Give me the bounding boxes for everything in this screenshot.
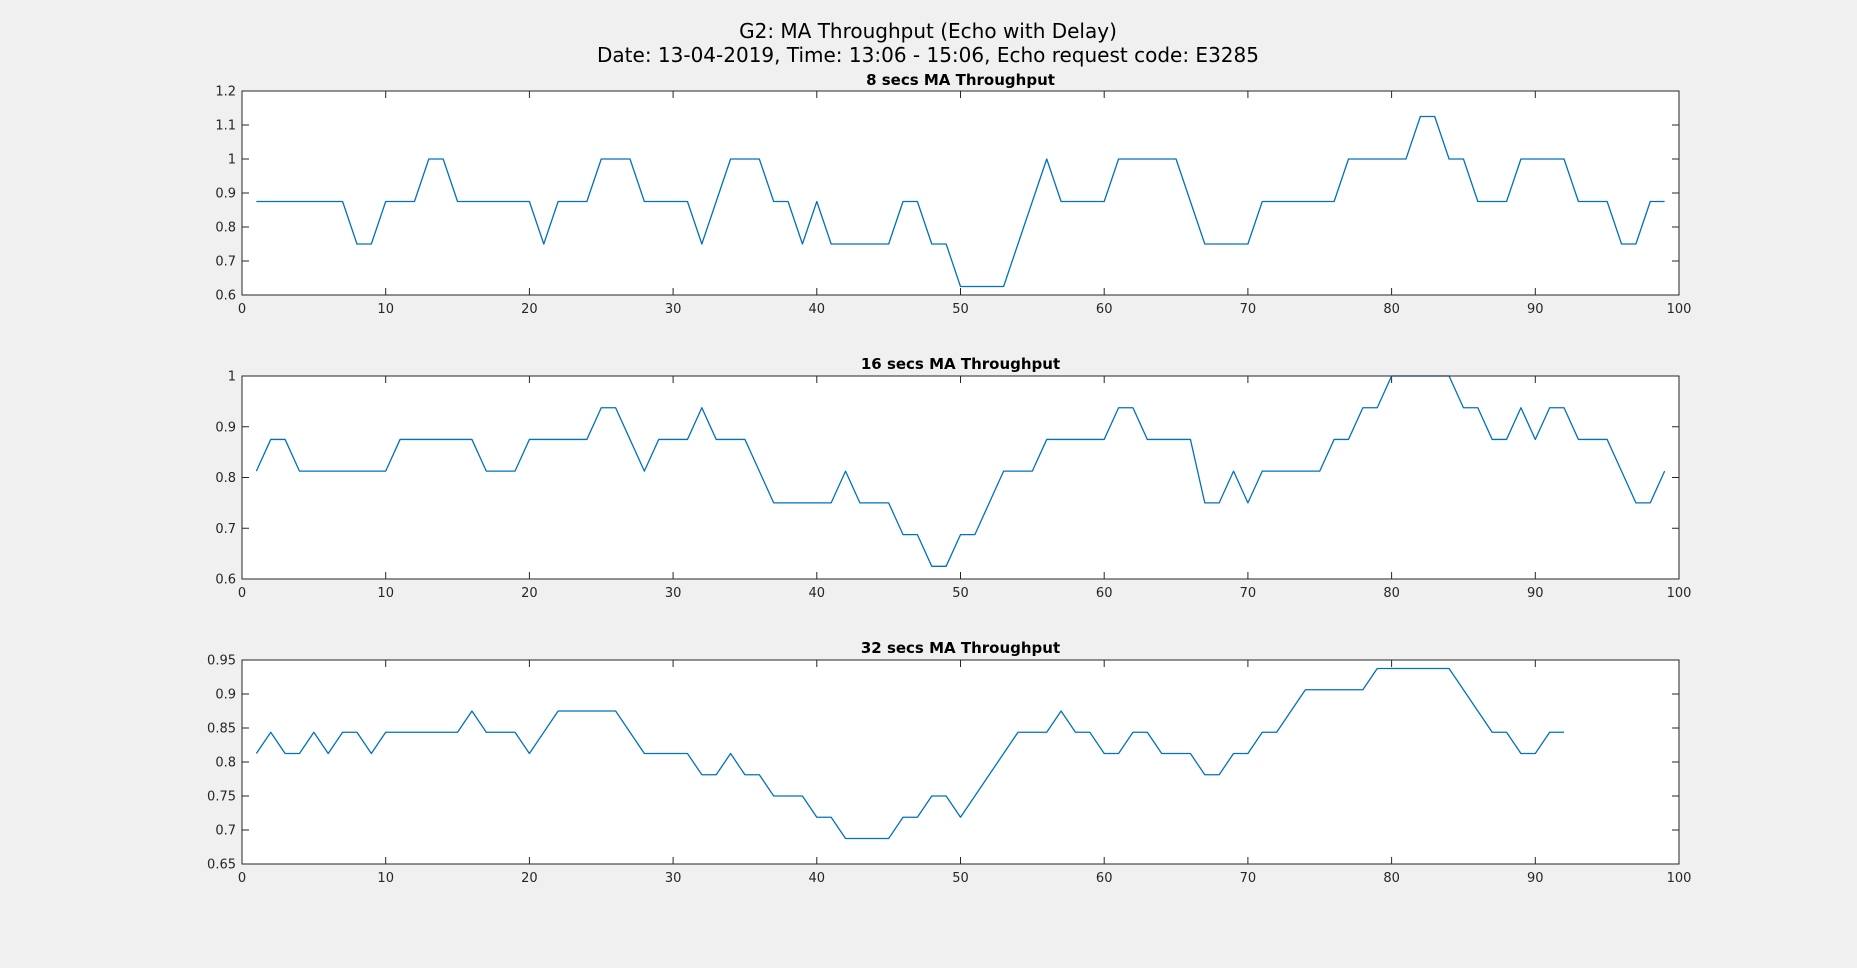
- x-tick-label: 0: [238, 302, 246, 317]
- y-tick-label: 1: [228, 370, 236, 385]
- x-tick-label: 0: [238, 871, 246, 886]
- subplot-32-secs: 0 10 20 30 40 50 60 70 80 90 100 0.65 0.7 0.75 0.8 0.85…: [207, 639, 1691, 886]
- axes-title-8-secs: 8 secs MA Throughput: [866, 71, 1055, 89]
- figure-title: G2: MA Throughput (Echo with Delay): [739, 19, 1117, 43]
- x-tick-label: 80: [1383, 302, 1400, 317]
- y-tick-label: 1.1: [215, 119, 236, 134]
- x-tick-label: 60: [1096, 302, 1113, 317]
- x-tick-label: 70: [1240, 586, 1257, 601]
- x-tick-label: 40: [809, 586, 826, 601]
- x-tick-label: 70: [1240, 302, 1257, 317]
- series-line-8-secs: [256, 115, 1665, 288]
- axes-box-8-secs: [242, 91, 1679, 295]
- y-tick-label: 0.9: [215, 187, 236, 202]
- y-tick-label: 0.75: [207, 790, 236, 805]
- axes-title-16-secs: 16 secs MA Throughput: [861, 355, 1060, 373]
- ticks-8-secs: 0 10 20 30 40 50 60 70 80 90 100 0.6 0.7 0.8 0.9 1 1.1 1.…: [215, 85, 1691, 318]
- x-tick-label: 60: [1096, 871, 1113, 886]
- x-tick-label: 60: [1096, 586, 1113, 601]
- x-tick-label: 100: [1667, 871, 1692, 886]
- x-tick-label: 10: [377, 871, 394, 886]
- y-tick-label: 0.85: [207, 722, 236, 737]
- x-tick-label: 40: [809, 871, 826, 886]
- x-tick-label: 90: [1527, 586, 1544, 601]
- x-tick-label: 70: [1240, 871, 1257, 886]
- subplot-8-secs: 0 10 20 30 40 50 60 70 80 90 100 0.6 0.7 0.8 0.9 1 1.1 1.…: [215, 71, 1691, 317]
- y-tick-label: 0.7: [215, 824, 236, 839]
- x-tick-label: 40: [809, 302, 826, 317]
- y-tick-label: 0.7: [215, 255, 236, 270]
- y-tick-label: 1.2: [215, 85, 236, 100]
- y-tick-label: 1: [228, 153, 236, 168]
- x-tick-label: 30: [665, 871, 682, 886]
- x-tick-label: 30: [665, 302, 682, 317]
- x-tick-label: 10: [377, 586, 394, 601]
- subplot-16-secs: 0 10 20 30 40 50 60 70 80 90 100 0.6 0.7 0.8 0.9 1 16 s…: [215, 355, 1691, 601]
- y-tick-label: 0.95: [207, 654, 236, 669]
- x-tick-label: 80: [1383, 586, 1400, 601]
- axes-box-16-secs: [242, 376, 1679, 579]
- x-tick-label: 20: [521, 302, 538, 317]
- x-tick-label: 10: [377, 302, 394, 317]
- ticks-16-secs: 0 10 20 30 40 50 60 70 80 90 100 0.6 0.7 0.8 0.9 1: [215, 370, 1691, 602]
- axes-title-32-secs: 32 secs MA Throughput: [861, 639, 1060, 657]
- x-tick-label: 80: [1383, 871, 1400, 886]
- y-tick-label: 0.8: [215, 471, 236, 486]
- x-tick-label: 50: [952, 586, 969, 601]
- figure-subtitle: Date: 13-04-2019, Time: 13:06 - 15:06, E…: [597, 43, 1259, 67]
- series-line-32-secs: [255, 667, 1565, 840]
- x-tick-label: 100: [1667, 302, 1692, 317]
- axes-frame-8-secs: [241, 90, 1680, 296]
- y-tick-label: 0.8: [215, 221, 236, 236]
- x-tick-label: 50: [952, 871, 969, 886]
- axes-box-32-secs: [242, 660, 1679, 864]
- y-tick-label: 0.9: [215, 688, 236, 703]
- x-tick-label: 30: [665, 586, 682, 601]
- x-tick-label: 20: [521, 871, 538, 886]
- x-tick-label: 100: [1667, 586, 1692, 601]
- x-tick-label: 0: [238, 586, 246, 601]
- axes-frame-32-secs: [241, 659, 1680, 865]
- y-tick-label: 0.8: [215, 756, 236, 771]
- ticks-32-secs: 0 10 20 30 40 50 60 70 80 90 100 0.65 0.7 0.75 0.8 0.85…: [207, 654, 1691, 887]
- y-tick-label: 0.7: [215, 522, 236, 537]
- y-tick-label: 0.6: [215, 573, 236, 588]
- x-tick-label: 50: [952, 302, 969, 317]
- x-tick-label: 90: [1527, 871, 1544, 886]
- y-tick-label: 0.65: [207, 858, 236, 873]
- y-tick-label: 0.6: [215, 289, 236, 304]
- x-tick-label: 90: [1527, 302, 1544, 317]
- y-tick-label: 0.9: [215, 420, 236, 435]
- axes-frame-16-secs: [241, 375, 1680, 580]
- x-tick-label: 20: [521, 586, 538, 601]
